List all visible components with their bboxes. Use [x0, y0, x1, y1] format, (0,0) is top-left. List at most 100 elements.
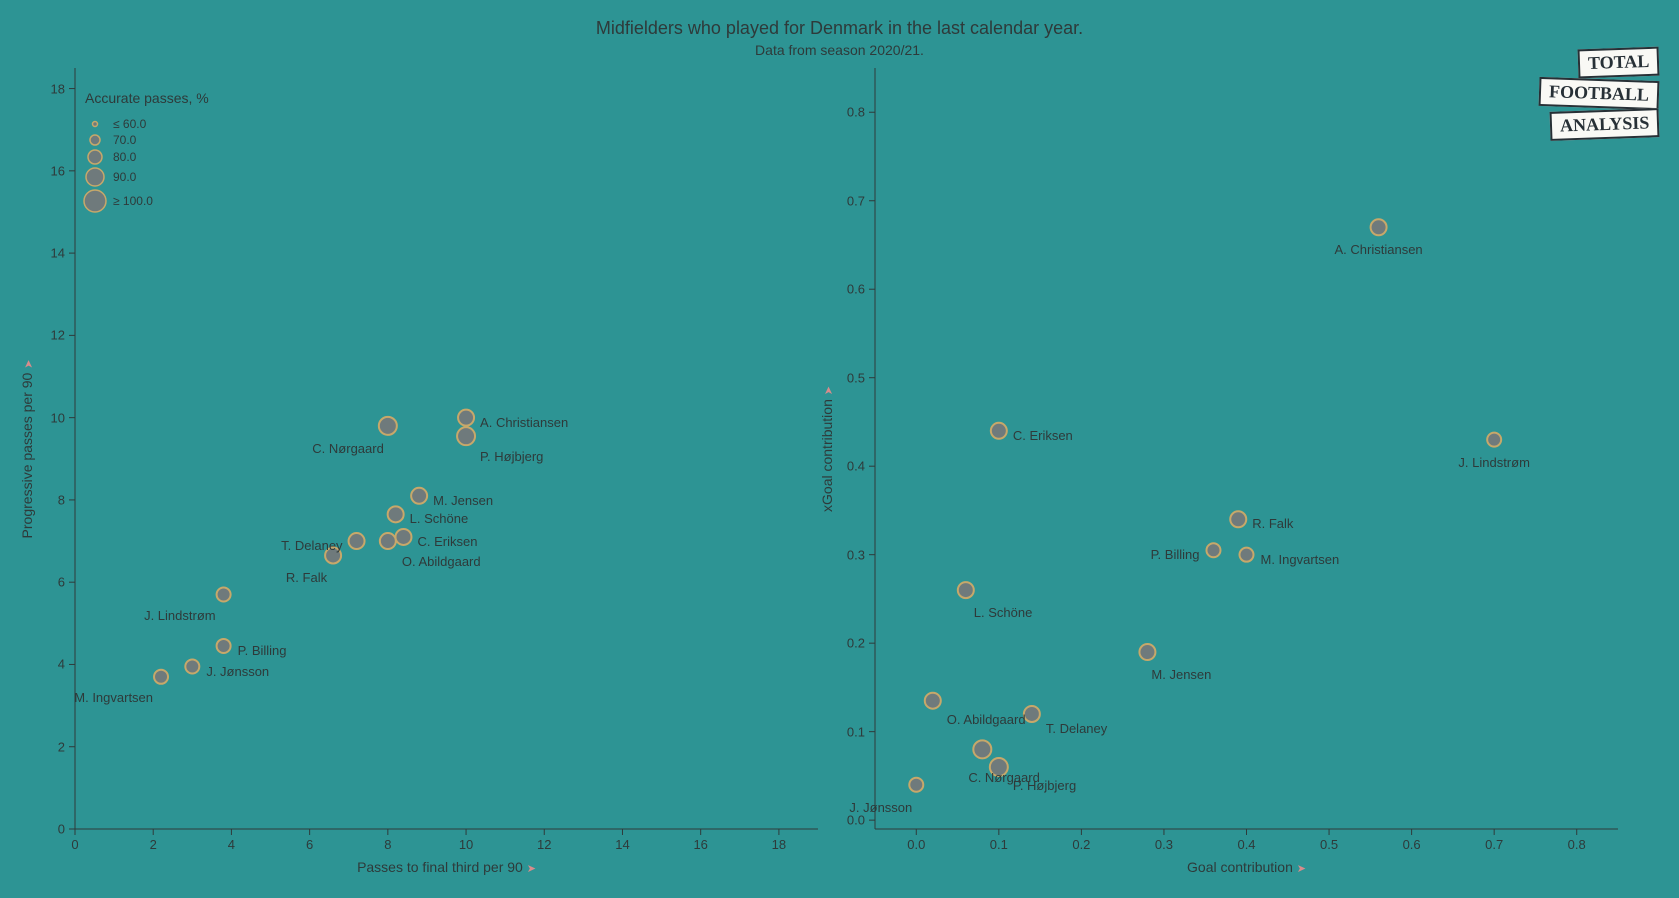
x-tick-label: 16 — [693, 837, 707, 852]
point-label: M. Jensen — [1151, 667, 1211, 682]
data-point — [958, 582, 974, 598]
point-label: O. Abildgaard — [947, 712, 1026, 727]
data-point — [973, 740, 991, 758]
y-tick-label: 8 — [58, 492, 65, 507]
point-label: A. Christiansen — [1335, 242, 1423, 257]
x-tick-label: 14 — [615, 837, 629, 852]
x-tick-label: 12 — [537, 837, 551, 852]
x-tick-label: 18 — [772, 837, 786, 852]
data-point — [1487, 433, 1501, 447]
data-point — [1371, 219, 1387, 235]
y-tick-label: 12 — [51, 328, 65, 343]
point-label: R. Falk — [1252, 516, 1293, 531]
data-point — [909, 778, 923, 792]
point-label: P. Billing — [238, 643, 287, 658]
data-point — [991, 423, 1007, 439]
x-tick-label: 2 — [150, 837, 157, 852]
point-label: R. Falk — [286, 570, 327, 585]
point-label: C. Eriksen — [1013, 428, 1073, 443]
x-tick-label: 0.6 — [1403, 837, 1421, 852]
point-label: C. Eriksen — [417, 534, 477, 549]
data-point — [1206, 543, 1220, 557]
point-label: L. Schöne — [410, 511, 469, 526]
data-point — [379, 417, 397, 435]
data-point — [380, 533, 396, 549]
point-label: C. Nørgaard — [312, 441, 384, 456]
y-tick-label: 0.1 — [847, 724, 865, 739]
y-tick-label: 0.8 — [847, 105, 865, 120]
data-point — [458, 410, 474, 426]
point-label: J. Jønsson — [206, 664, 269, 679]
x-tick-label: 0.4 — [1237, 837, 1255, 852]
y-tick-label: 0.2 — [847, 636, 865, 651]
x-tick-label: 0.5 — [1320, 837, 1338, 852]
data-point — [388, 506, 404, 522]
y-tick-label: 0.3 — [847, 547, 865, 562]
x-tick-label: 0.1 — [990, 837, 1008, 852]
data-point — [1024, 706, 1040, 722]
point-label: T. Delaney — [1046, 721, 1107, 736]
x-tick-label: 0.8 — [1568, 837, 1586, 852]
y-tick-label: 6 — [58, 575, 65, 590]
x-tick-label: 0.0 — [907, 837, 925, 852]
x-tick-label: 0.3 — [1155, 837, 1173, 852]
y-tick-label: 4 — [58, 657, 65, 672]
data-point — [411, 488, 427, 504]
legend-item-label: 80.0 — [113, 150, 136, 164]
data-point — [349, 533, 365, 549]
data-point — [217, 639, 231, 653]
x-axis-label: Goal contribution ➤ — [1187, 859, 1306, 875]
x-tick-label: 8 — [384, 837, 391, 852]
x-tick-label: 6 — [306, 837, 313, 852]
point-label: M. Ingvartsen — [74, 690, 153, 705]
legend-item-label: 70.0 — [113, 133, 136, 147]
y-axis-label: Progressive passes per 90 ➤ — [19, 359, 35, 538]
point-label: A. Christiansen — [480, 415, 568, 430]
y-tick-label: 0 — [58, 822, 65, 837]
y-axis-label: xGoal contribution ➤ — [819, 386, 835, 512]
point-label: O. Abildgaard — [402, 554, 481, 569]
x-tick-label: 0 — [71, 837, 78, 852]
point-label: L. Schöne — [974, 605, 1033, 620]
point-label: M. Ingvartsen — [1261, 552, 1340, 567]
brand-logo: TOTALFOOTBALLANALYSIS — [1539, 48, 1659, 141]
point-label: P. Højbjerg — [480, 449, 543, 464]
legend-item-label: ≤ 60.0 — [113, 117, 146, 131]
legend-item-label: 90.0 — [113, 170, 136, 184]
y-tick-label: 0.5 — [847, 370, 865, 385]
y-tick-label: 0.4 — [847, 459, 865, 474]
y-tick-label: 2 — [58, 739, 65, 754]
data-point — [185, 660, 199, 674]
data-point — [1230, 511, 1246, 527]
y-tick-label: 10 — [51, 410, 65, 425]
point-label: J. Jønsson — [849, 800, 912, 815]
data-point — [1240, 548, 1254, 562]
chart-root: Midfielders who played for Denmark in th… — [0, 0, 1679, 898]
point-label: M. Jensen — [433, 493, 493, 508]
data-point — [395, 529, 411, 545]
x-tick-label: 0.7 — [1485, 837, 1503, 852]
data-point — [217, 588, 231, 602]
point-label: P. Billing — [1151, 547, 1200, 562]
data-point — [457, 427, 475, 445]
legend-title: Accurate passes, % — [85, 90, 209, 106]
y-tick-label: 14 — [51, 246, 65, 261]
point-label: T. Delaney — [281, 538, 342, 553]
data-point — [925, 693, 941, 709]
point-label: C. Nørgaard — [968, 770, 1040, 785]
point-label: J. Lindstrøm — [144, 608, 216, 623]
y-tick-label: 18 — [51, 81, 65, 96]
legend-svg — [80, 106, 280, 246]
data-point — [154, 670, 168, 684]
chart-title: Midfielders who played for Denmark in th… — [0, 18, 1679, 39]
legend-item-label: ≥ 100.0 — [113, 194, 153, 208]
y-tick-label: 0.0 — [847, 813, 865, 828]
y-tick-label: 0.6 — [847, 282, 865, 297]
x-tick-label: 10 — [459, 837, 473, 852]
x-tick-label: 0.2 — [1072, 837, 1090, 852]
data-point — [1139, 644, 1155, 660]
chart-subtitle: Data from season 2020/21. — [0, 42, 1679, 58]
point-label: J. Lindstrøm — [1458, 455, 1530, 470]
x-axis-label: Passes to final third per 90 ➤ — [357, 859, 536, 875]
y-tick-label: 0.7 — [847, 193, 865, 208]
